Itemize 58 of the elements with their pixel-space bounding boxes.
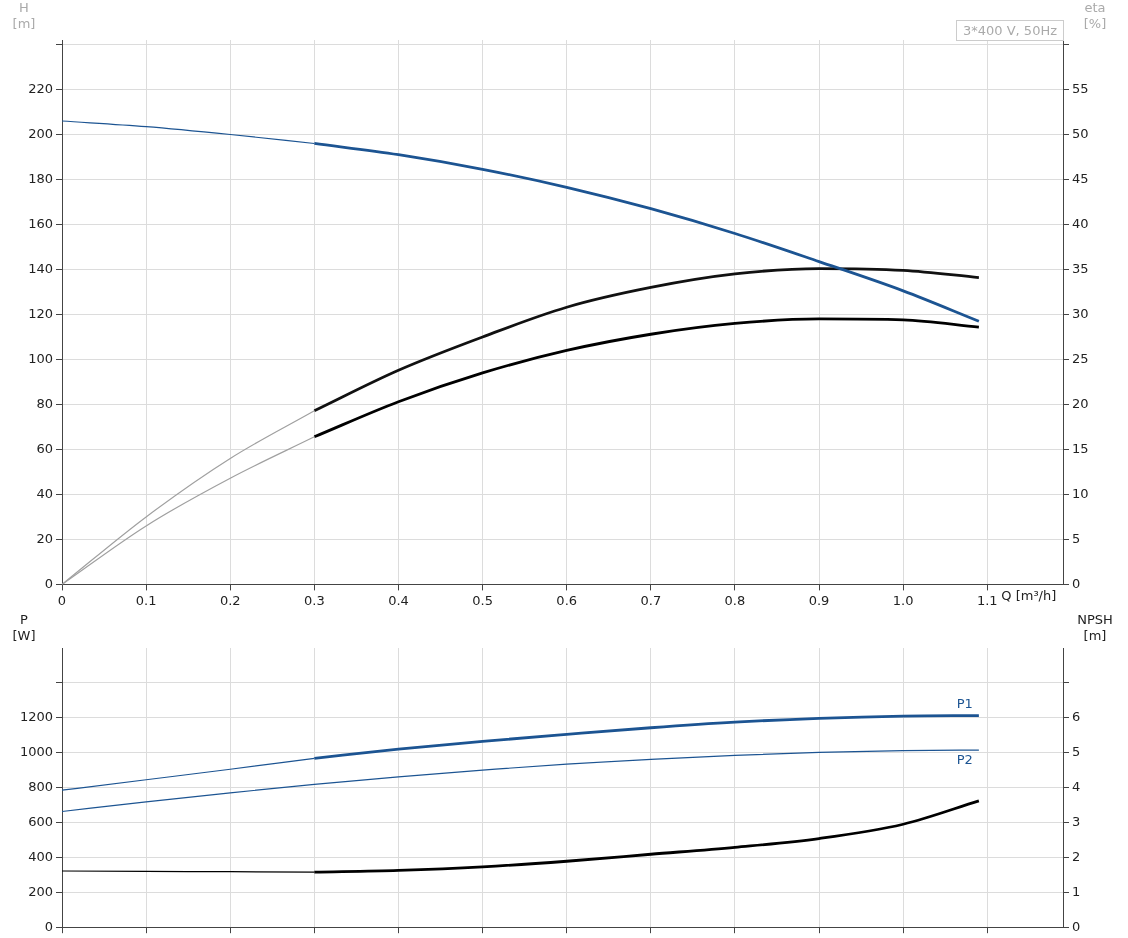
- y-tick-label: 800: [28, 778, 53, 794]
- y2-tick-label: 4: [1072, 778, 1081, 794]
- x-tick-label: 0.5: [472, 592, 493, 608]
- y-tick-label: 400: [28, 848, 53, 864]
- x-tick-label: 1.1: [976, 592, 998, 608]
- y-tick-label: 220: [28, 80, 53, 96]
- y-tick-label: 20: [36, 530, 53, 546]
- y2-tick-label: 25: [1072, 350, 1089, 366]
- y2-tick-label: 1: [1072, 883, 1081, 899]
- y2-tick-label: 5: [1072, 530, 1081, 546]
- x-tick-label: 0.4: [388, 592, 409, 608]
- y-tick-label: 140: [28, 260, 53, 276]
- y2-tick-label: 15: [1072, 440, 1089, 456]
- y-tick-label: 80: [36, 395, 53, 411]
- y-tick-label: 1200: [19, 709, 53, 725]
- y2-tick-label: 3: [1072, 813, 1081, 829]
- x-tick-label: 0.9: [808, 592, 830, 608]
- x-tick-label: 0.1: [135, 592, 157, 608]
- text: 3*400 V, 50Hz: [955, 20, 1064, 41]
- y2-tick-label: 10: [1072, 485, 1089, 501]
- y-tick-label: 160: [28, 215, 53, 231]
- y-tick-label: 200: [28, 125, 53, 141]
- y-tick-label: 200: [28, 883, 53, 899]
- y-tick-label: 180: [28, 170, 53, 186]
- y2-tick-label: 5: [1072, 744, 1081, 760]
- series-label: P2: [956, 751, 973, 767]
- y-tick-label: 0: [44, 918, 53, 934]
- y2-tick-label: 45: [1072, 170, 1089, 186]
- y2-axis-title: NPSH [m]: [1077, 611, 1113, 643]
- y2-axis-title: eta [%]: [1083, 0, 1107, 31]
- y2-tick-label: 50: [1072, 125, 1089, 141]
- y2-tick-label: 0: [1072, 918, 1081, 934]
- y2-tick-label: 35: [1072, 260, 1089, 276]
- y-tick-label: 40: [36, 485, 53, 501]
- x-tick-label: 0.6: [556, 592, 578, 608]
- y-tick-label: 100: [28, 350, 53, 366]
- y-tick-label: 1000: [19, 744, 53, 760]
- x-tick-label: 0.2: [219, 592, 241, 608]
- y2-tick-label: 30: [1072, 305, 1089, 321]
- y-tick-label: 0: [44, 575, 53, 591]
- y2-tick-label: 0: [1072, 575, 1081, 591]
- y-tick-label: 120: [28, 305, 53, 321]
- y2-tick-label: 40: [1072, 215, 1089, 231]
- x-tick-label: 0.3: [304, 592, 325, 608]
- x-tick-label: 1.0: [892, 592, 914, 608]
- y2-tick-label: 55: [1072, 80, 1089, 96]
- y-tick-label: 600: [28, 813, 53, 829]
- y-axis-title: H [m]: [12, 0, 36, 31]
- x-tick-label: 0.8: [724, 592, 746, 608]
- x-tick-label: 0.7: [640, 592, 662, 608]
- y2-tick-label: 6: [1072, 709, 1081, 725]
- x-axis-title: Q [m³/h]: [1001, 588, 1057, 604]
- x-tick-label: 0: [57, 592, 67, 608]
- y2-tick-label: 20: [1072, 395, 1089, 411]
- y2-tick-label: 2: [1072, 848, 1081, 864]
- y-axis-title: P [W]: [12, 611, 36, 643]
- y-tick-label: 60: [36, 440, 53, 456]
- series-label: P1: [956, 696, 973, 712]
